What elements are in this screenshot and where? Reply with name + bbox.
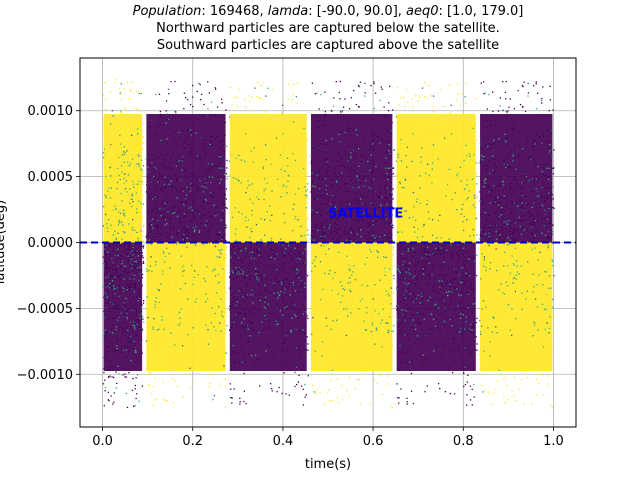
x-tick-label: 0.8 [453,434,474,449]
chart-title-line-3: Southward particles are captured above t… [157,38,499,53]
segment-band [479,80,555,409]
y-axis-label: latitude(deg) [0,200,8,285]
title-lamda-value: : [-90.0, 90.0], [308,4,406,19]
segment-band [145,80,228,409]
y-tick-label: 0.0010 [28,104,74,119]
axis-ticks: 0.0 0.2 0.4 0.6 0.8 1.0 −0.0010 −0.0005 0.0000 0.… [17,104,564,449]
title-aeq0-value: : [1.0, 179.0] [439,4,524,19]
chart-title-line-2: Northward particles are captured below t… [156,21,500,36]
segment-band [228,81,309,406]
title-population-label: Population [133,4,202,19]
x-tick-label: 1.0 [543,434,564,449]
y-tick-label: −0.0005 [17,302,73,317]
segment-band [395,81,478,406]
title-lamda-label: lamda [268,4,308,19]
x-axis-label: time(s) [305,457,351,472]
segment-band [102,78,145,409]
chart-title-line-1: Population: 169468, lamda: [-90.0, 90.0]… [133,4,524,19]
y-tick-label: 0.0000 [28,236,74,251]
data-points [102,78,555,409]
title-population-value: : 169468, [201,4,267,19]
x-tick-label: 0.4 [273,434,294,449]
title-aeq0-label: aeq0 [406,4,439,19]
satellite-label: SATELLITE [328,207,403,222]
satellite-marker: SATELLITE [80,207,576,244]
x-tick-label: 0.6 [363,434,384,449]
x-tick-label: 0.2 [182,434,203,449]
x-tick-label: 0.0 [92,434,113,449]
y-tick-label: −0.0010 [17,368,73,383]
segment-band [309,80,395,409]
y-tick-label: 0.0005 [28,170,74,185]
